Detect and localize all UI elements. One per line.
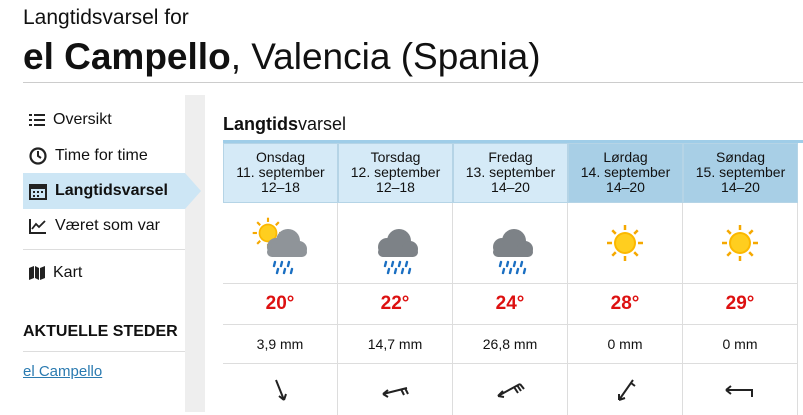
- weather-cell: [568, 203, 683, 284]
- divider: [23, 82, 803, 83]
- weather-cell: [338, 203, 453, 284]
- nav-label: Langtidsvarsel: [55, 182, 168, 199]
- place-region: , Valencia (Spania): [230, 36, 541, 77]
- weather-icon: [722, 225, 758, 261]
- day-name: Fredag: [488, 149, 533, 165]
- weather-icon: [378, 229, 418, 275]
- day-header: Søndag 15. september 14–20: [683, 143, 798, 203]
- forecast-title: Langtidsvarsel: [223, 114, 346, 135]
- wind-cell: [683, 364, 798, 415]
- precipitation: 3,9 mm: [223, 325, 338, 364]
- title-rest: varsel: [298, 114, 347, 134]
- active-arrow: [185, 173, 201, 209]
- day-column: Søndag 15. september 14–20 29° 0 mm: [683, 143, 798, 415]
- day-name: Lørdag: [603, 149, 648, 165]
- day-hours: 14–20: [606, 179, 645, 195]
- day-date: 13. september: [465, 164, 556, 180]
- day-header: Lørdag 14. september 14–20: [568, 143, 683, 203]
- day-column: Torsdag 12. september 12–18 22° 14,7 mm: [338, 143, 453, 415]
- wind-cell: [568, 364, 683, 415]
- subtitle: Langtidsvarsel for: [23, 6, 189, 29]
- day-date: 12. september: [350, 164, 441, 180]
- day-hours: 12–18: [261, 179, 300, 195]
- day-header: Fredag 13. september 14–20: [453, 143, 568, 203]
- wind-cell: [338, 364, 453, 415]
- weather-icon: [607, 225, 643, 261]
- weather-icon: [493, 229, 533, 275]
- precipitation: 0 mm: [568, 325, 683, 364]
- separator: [23, 351, 185, 352]
- weather-icon: [252, 217, 307, 275]
- day-hours: 14–20: [721, 179, 760, 195]
- forecast-rule: [223, 140, 803, 143]
- nav-item[interactable]: Time for time: [23, 139, 185, 173]
- icon: [29, 219, 46, 234]
- weather-cell: [683, 203, 798, 284]
- temperature: 20°: [223, 284, 338, 325]
- sun: [607, 225, 643, 261]
- nav-label: Oversikt: [53, 111, 112, 128]
- sidebar-strip: [185, 95, 205, 412]
- cloud: [493, 229, 533, 257]
- nav-item[interactable]: Været som var: [23, 209, 185, 243]
- nav-item[interactable]: Kart: [23, 256, 185, 290]
- day-hours: 14–20: [491, 179, 530, 195]
- sun: [722, 225, 758, 261]
- icon: [29, 114, 45, 126]
- section-title: AKTUELLE STEDER: [23, 323, 178, 340]
- icon: [29, 183, 47, 200]
- day-date: 14. september: [580, 164, 671, 180]
- weather-cell: [223, 203, 338, 284]
- place-link[interactable]: el Campello: [23, 363, 103, 380]
- weather-cell: [453, 203, 568, 284]
- cloud: [378, 229, 418, 257]
- nav-label: Kart: [53, 264, 83, 281]
- precipitation: 26,8 mm: [453, 325, 568, 364]
- wind-arrow: [618, 378, 636, 401]
- rain: [498, 260, 527, 275]
- place-name: el Campello: [23, 36, 231, 77]
- wind-cell: [223, 364, 338, 415]
- cloud: [267, 229, 307, 257]
- day-column: Lørdag 14. september 14–20 28° 0 mm: [568, 143, 683, 415]
- day-name: Søndag: [715, 149, 766, 165]
- wind-cell: [453, 364, 568, 415]
- rain: [383, 260, 412, 275]
- day-date: 11. september: [236, 164, 325, 180]
- day-name: Onsdag: [255, 149, 306, 165]
- nav-item[interactable]: Langtidsvarsel: [23, 173, 185, 209]
- day-name: Torsdag: [370, 149, 421, 165]
- day-date: 15. september: [695, 164, 786, 180]
- day-hours: 12–18: [376, 179, 415, 195]
- precipitation: 14,7 mm: [338, 325, 453, 364]
- rain: [272, 260, 294, 275]
- wind-arrow: [497, 382, 525, 398]
- wind-arrow: [725, 384, 753, 397]
- nav-item[interactable]: Oversikt: [23, 103, 185, 137]
- icon: [29, 147, 47, 165]
- precipitation: 0 mm: [683, 325, 798, 364]
- place-heading: el Campello, Valencia (Spania): [23, 36, 541, 78]
- day-header: Torsdag 12. september 12–18: [338, 143, 453, 203]
- day-column: Fredag 13. september 14–20 24° 26,8 mm: [453, 143, 568, 415]
- wind-arrow: [382, 386, 409, 398]
- icon: [29, 266, 45, 280]
- separator: [23, 249, 185, 250]
- temperature: 29°: [683, 284, 798, 325]
- nav-label: Været som var: [55, 217, 160, 234]
- temperature: 22°: [338, 284, 453, 325]
- temperature: 28°: [568, 284, 683, 325]
- wind-arrow: [275, 379, 287, 401]
- nav-label: Time for time: [55, 147, 148, 164]
- title-bold: Langtids: [223, 114, 298, 134]
- temperature: 24°: [453, 284, 568, 325]
- day-column: Onsdag 11. september 12–18 20° 3,9 mm: [223, 143, 338, 415]
- day-header: Onsdag 11. september 12–18: [223, 143, 338, 203]
